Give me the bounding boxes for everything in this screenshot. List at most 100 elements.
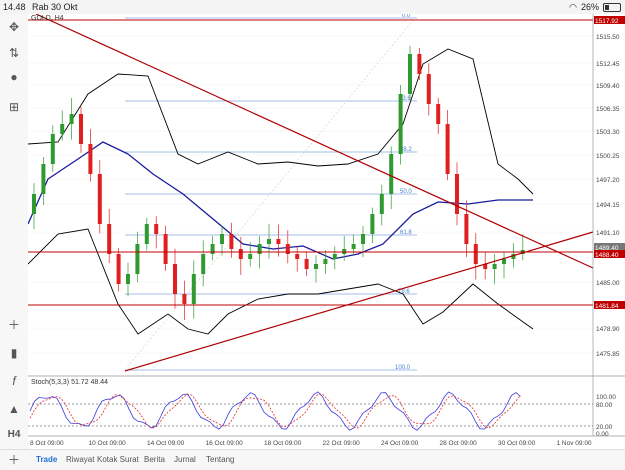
candle-body <box>238 249 243 259</box>
tab-riwayat[interactable]: Riwayat <box>66 455 95 464</box>
price-badge <box>594 16 625 24</box>
add-icon[interactable]: ＋ <box>7 453 20 467</box>
candle-body <box>295 254 300 259</box>
stoch-tick-label: 20.00 <box>596 424 613 431</box>
date-tick-label: 8 Oct 09:00 <box>30 440 64 447</box>
candle-body <box>304 259 309 269</box>
price-tick-label: 1478.90 <box>596 326 620 333</box>
candle-body <box>483 264 488 269</box>
price-badge <box>594 243 625 251</box>
candle-body <box>417 54 422 74</box>
candle-body <box>370 214 375 234</box>
wifi-icon: ◠ <box>569 2 577 12</box>
date-tick-label: 1 Nov 09:00 <box>557 440 592 447</box>
price-tick-label: 1500.25 <box>596 153 620 160</box>
price-badge-label: 1488.40 <box>595 252 619 259</box>
candle-body <box>398 94 403 154</box>
price-tick-label: 1515.50 <box>596 34 620 41</box>
tab-trade[interactable]: Trade <box>36 455 58 464</box>
fib-trend-line <box>124 17 416 371</box>
date-tick-label: 22 Oct 09:00 <box>323 440 361 447</box>
trade-icon[interactable]: ⇅ <box>8 46 20 60</box>
stoch-tick-label: 100.00 <box>596 394 616 401</box>
lower-band-line <box>28 228 534 335</box>
candle-body <box>97 174 102 224</box>
candle-body <box>408 54 412 94</box>
tab-kotak-surat[interactable]: Kotak Surat <box>97 455 139 464</box>
candle-body <box>314 264 318 269</box>
candle-body <box>210 244 215 254</box>
fib-level-label: 50.0 <box>400 189 412 195</box>
timeframe-h4-icon[interactable]: H4 <box>7 429 21 440</box>
left-toolbar: ✥ ⇅ ● ⊞ ＋ ▮ f ▲ H4 <box>0 14 29 449</box>
battery-percent: 26% <box>580 2 599 12</box>
price-tick-label: 1503.30 <box>596 129 620 136</box>
indicators-icon[interactable]: ▮ <box>10 346 18 360</box>
bottom-tab-bar: ＋ Trade Riwayat Kotak Surat Berita Jurnal Ten… <box>0 449 625 470</box>
candle-body <box>163 234 168 264</box>
price-badge <box>594 301 625 309</box>
upper-band-line <box>28 48 534 195</box>
fib-level-label: 61.8 <box>400 230 412 236</box>
date-tick-label: 10 Oct 09:00 <box>89 440 127 447</box>
candle-body <box>351 244 356 249</box>
date-tick-label: 30 Oct 09:00 <box>498 440 536 447</box>
candle-body <box>126 274 130 284</box>
chat-icon[interactable]: ● <box>10 70 18 84</box>
tab-jurnal[interactable]: Jurnal <box>174 455 196 464</box>
price-tick-label: 1512.45 <box>596 61 620 68</box>
candle-body <box>455 174 459 214</box>
candle-body <box>135 244 140 274</box>
candle-body <box>88 144 93 174</box>
price-tick-label: 1491.10 <box>596 230 620 237</box>
symbol-label: GOLD, H4 <box>31 15 64 22</box>
status-time: 14.48 <box>3 2 26 12</box>
crosshair-icon[interactable]: ＋ <box>7 318 20 332</box>
candle-body <box>502 259 506 264</box>
price-badge-label: 1489.40 <box>595 245 619 252</box>
candle-body <box>173 264 177 294</box>
candle-body <box>107 224 112 254</box>
crosshair-tool-icon[interactable]: ✥ <box>8 20 20 34</box>
fib-level-label: 23.6 <box>399 96 411 102</box>
fib-level-label: 0.0 <box>402 14 411 19</box>
fib-level-label: 100.0 <box>395 365 411 371</box>
candle-body <box>276 239 281 244</box>
price-chart[interactable]: 0.0 23.6 38.2 50.0 61.8 78.6 100.0 1517.92 1489… <box>28 14 625 449</box>
candle-body <box>332 254 337 259</box>
price-tick-label: 1497.20 <box>596 177 620 184</box>
stoch-tick-label: 80.00 <box>596 402 613 409</box>
tab-tentang[interactable]: Tentang <box>206 455 235 464</box>
price-badge-label: 1481.84 <box>595 303 619 310</box>
candle-body <box>182 294 187 304</box>
stoch-main-line <box>29 391 521 431</box>
price-tick-label: 1494.15 <box>596 202 620 209</box>
candle-body <box>116 254 121 284</box>
function-icon[interactable]: f <box>12 374 16 388</box>
objects-icon[interactable]: ▲ <box>8 402 20 416</box>
candle-body <box>445 124 450 174</box>
candle-body <box>41 164 46 194</box>
stoch-label: Stoch(5,3,3) 51.72 48.44 <box>31 379 108 386</box>
candle-body <box>426 74 431 104</box>
candle-body <box>473 244 478 264</box>
new-order-icon[interactable]: ⊞ <box>8 100 20 114</box>
candle-body <box>201 254 206 274</box>
candle-body <box>191 274 196 304</box>
battery-icon <box>603 2 621 12</box>
date-tick-label: 14 Oct 09:00 <box>147 440 185 447</box>
date-tick-label: 18 Oct 09:00 <box>264 440 302 447</box>
candle-body <box>257 244 262 254</box>
price-tick-label: 1485.00 <box>596 280 620 287</box>
candle-body <box>389 154 394 194</box>
candle-body <box>379 194 384 214</box>
price-tick-label: 1475.85 <box>596 351 620 358</box>
candle-body <box>492 264 497 269</box>
tab-berita[interactable]: Berita <box>144 455 165 464</box>
fib-level-label: 38.2 <box>400 147 412 153</box>
candle-body <box>361 234 365 244</box>
date-tick-label: 16 Oct 09:00 <box>206 440 244 447</box>
candle-body <box>285 244 290 254</box>
price-tick-label: 1509.40 <box>596 83 620 90</box>
candle-body <box>79 114 83 144</box>
